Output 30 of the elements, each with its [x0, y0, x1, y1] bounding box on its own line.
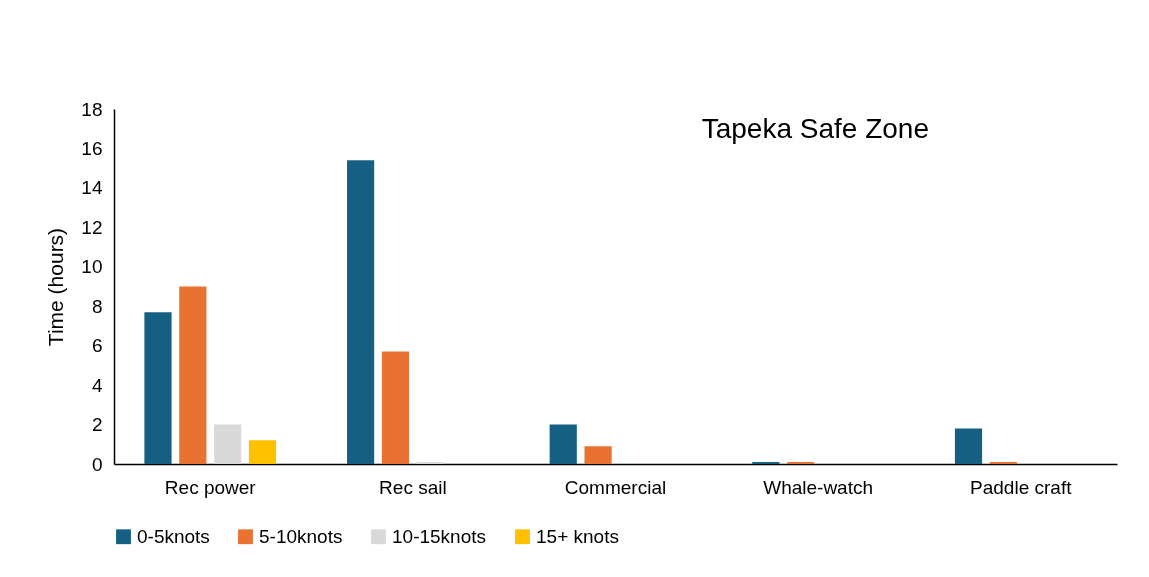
y-tick-label: 16	[81, 137, 103, 159]
bar	[954, 428, 983, 464]
bar	[144, 312, 172, 464]
y-axis-title: Time (hours)	[44, 227, 68, 347]
x-tick-label: Whale-watch	[763, 476, 874, 498]
y-tick-label: 6	[91, 335, 103, 357]
y-tick-label: 18	[81, 98, 103, 120]
y-tick-label: 14	[81, 177, 103, 199]
legend-label: 5-10knots	[259, 525, 343, 547]
bar	[549, 424, 577, 464]
bar	[248, 440, 277, 464]
legend-label: 10-15knots	[392, 525, 487, 547]
bar	[347, 160, 375, 464]
x-tick-label: Paddle craft	[970, 476, 1073, 498]
x-tick-label: Rec power	[164, 476, 257, 498]
y-tick-label: 2	[91, 414, 103, 436]
legend-label: 15+ knots	[536, 525, 619, 547]
bar	[179, 286, 207, 464]
x-tick-label: Rec sail	[379, 476, 447, 498]
y-tick-label: 8	[91, 295, 103, 317]
x-tick-label: Commercial	[564, 476, 667, 498]
bar	[381, 351, 410, 464]
y-tick-label: 0	[91, 453, 103, 475]
bar	[584, 446, 612, 464]
y-tick-label: 4	[91, 374, 103, 396]
bar	[214, 424, 242, 464]
chart-title: Tapeka Safe Zone	[701, 113, 929, 144]
y-tick-label: 10	[81, 256, 103, 278]
legend-label: 0-5knots	[137, 525, 210, 547]
y-tick-label: 12	[81, 216, 103, 238]
